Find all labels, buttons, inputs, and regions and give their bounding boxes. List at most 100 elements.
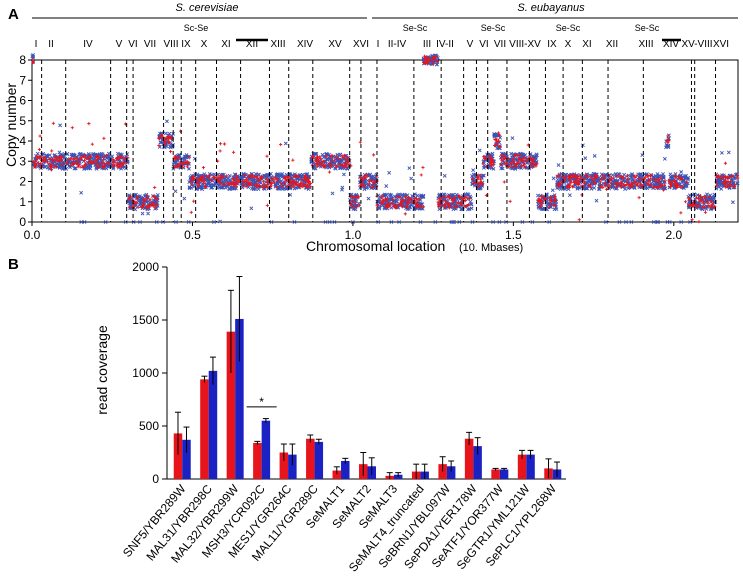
a-point-red-outlier xyxy=(502,180,506,184)
a-point-blue xyxy=(213,182,218,187)
a-point-red xyxy=(92,159,96,164)
a-point-blue xyxy=(442,206,447,210)
a-point-red xyxy=(260,175,264,179)
a-point-red xyxy=(141,203,145,207)
a-point-red xyxy=(579,175,583,179)
a-point-blue xyxy=(348,198,352,202)
a-point-red xyxy=(650,177,654,181)
chromosome-labels: I II IV V VI VII VIII IX X XI XII XIII XIV XV XVI I II-I… xyxy=(35,38,729,50)
a-point-red xyxy=(399,203,404,207)
a-point-red xyxy=(148,198,152,202)
chromosome-label: XIV xyxy=(297,39,313,50)
a-point-red xyxy=(493,143,497,148)
a-point-blue xyxy=(661,172,665,176)
a-point-red xyxy=(404,194,408,199)
a-point-blue xyxy=(490,151,495,156)
a-point-blue xyxy=(376,199,381,204)
a-point-red xyxy=(442,194,446,199)
a-point-red xyxy=(516,160,520,164)
a-point-red xyxy=(212,175,216,179)
a-point-blue xyxy=(256,187,261,191)
a-point-red xyxy=(390,201,394,206)
a-point-red xyxy=(167,135,172,139)
a-point-blue-outlier xyxy=(545,207,550,212)
a-point-red xyxy=(468,196,472,201)
a-point-red xyxy=(490,159,495,163)
a-point-blue-outlier xyxy=(451,220,455,224)
a-point-red xyxy=(582,177,586,181)
a-point-red xyxy=(111,160,116,165)
a-point-red xyxy=(351,205,355,210)
a-point-red xyxy=(425,60,429,64)
a-point-blue xyxy=(252,187,256,191)
chromosome-label: IV-II xyxy=(436,39,454,50)
a-point-red xyxy=(252,175,256,179)
a-y-tick-label: 3 xyxy=(19,154,26,168)
a-point-red xyxy=(107,160,111,164)
a-point-red xyxy=(619,185,623,189)
a-point-blue xyxy=(536,193,540,198)
a-point-red xyxy=(619,180,623,184)
a-point-red-outlier xyxy=(90,161,94,165)
a-point-blue-outlier xyxy=(127,201,132,206)
a-point-blue xyxy=(282,186,287,191)
a-point-red xyxy=(116,157,120,161)
a-point-red xyxy=(681,184,685,188)
a-point-red xyxy=(334,165,339,169)
bar-blue xyxy=(208,370,218,479)
a-point-blue-zero xyxy=(186,220,191,224)
a-point-blue-zero xyxy=(656,220,661,224)
a-point-blue-zero xyxy=(332,220,337,224)
a-point-red xyxy=(197,177,201,181)
a-point-red-outlier xyxy=(38,134,42,138)
a-point-blue-outlier xyxy=(594,198,599,203)
a-point-red-outlier xyxy=(419,173,423,177)
a-y-tick-label: 8 xyxy=(19,53,26,67)
a-point-red xyxy=(542,196,546,200)
a-point-blue-zero xyxy=(269,220,274,224)
read-coverage-plot: 0500100015002000SNF5/YBR289WMAL31/YBR298… xyxy=(120,260,566,575)
a-point-red xyxy=(375,204,379,208)
a-point-blue xyxy=(41,151,46,156)
hybrid-label: Se-Sc xyxy=(556,23,581,33)
a-point-red xyxy=(462,196,466,201)
a-point-red xyxy=(301,185,305,189)
a-point-red xyxy=(82,164,86,168)
a-point-red xyxy=(556,174,560,178)
bar-red xyxy=(306,438,315,479)
a-point-red xyxy=(322,165,327,169)
a-point-red xyxy=(521,159,525,163)
a-point-red-outlier xyxy=(192,199,196,203)
a-point-red xyxy=(317,159,321,163)
a-point-blue xyxy=(279,179,284,183)
a-point-blue xyxy=(334,156,339,161)
a-point-red xyxy=(366,174,370,178)
a-point-red xyxy=(407,201,411,205)
bar-red xyxy=(491,469,500,479)
a-point-red xyxy=(76,158,80,162)
a-point-red xyxy=(265,185,269,190)
a-point-red xyxy=(524,159,528,163)
a-point-blue xyxy=(115,151,120,156)
a-point-red xyxy=(80,155,84,159)
a-point-blue-outlier xyxy=(592,153,597,158)
a-point-red xyxy=(537,200,541,204)
a-point-red xyxy=(232,176,236,181)
a-point-blue xyxy=(466,207,470,212)
a-point-blue-outlier xyxy=(79,190,84,195)
a-point-blue-outlier xyxy=(510,136,515,141)
a-point-red xyxy=(553,195,557,199)
a-point-blue-zero xyxy=(629,220,634,224)
a-point-red-outlier xyxy=(70,126,74,130)
a-point-blue-outlier xyxy=(57,150,62,155)
a-point-red xyxy=(183,161,188,165)
a-point-red-outlier xyxy=(90,142,94,146)
a-point-red xyxy=(657,180,662,184)
a-point-red xyxy=(601,174,605,178)
a-point-red xyxy=(437,197,441,201)
a-point-red xyxy=(591,178,595,182)
a-point-red xyxy=(166,139,170,143)
a-point-red-outlier xyxy=(218,149,222,153)
a-point-blue xyxy=(470,174,474,178)
significance-marker: * xyxy=(259,395,264,409)
